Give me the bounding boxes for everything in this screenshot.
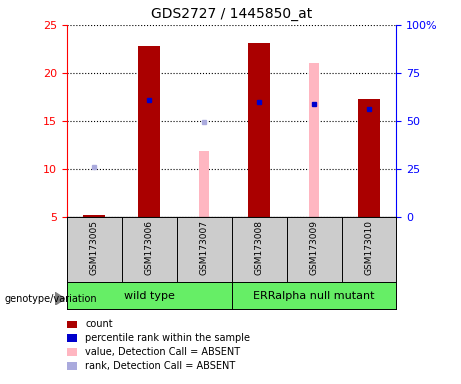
Text: GSM173005: GSM173005 <box>90 220 99 275</box>
Bar <box>248 43 270 217</box>
Text: percentile rank within the sample: percentile rank within the sample <box>85 333 250 343</box>
Bar <box>83 215 105 217</box>
Bar <box>309 63 319 217</box>
Text: count: count <box>85 319 113 329</box>
Text: value, Detection Call = ABSENT: value, Detection Call = ABSENT <box>85 347 240 357</box>
Text: GSM173007: GSM173007 <box>200 220 209 275</box>
Bar <box>199 151 209 217</box>
Text: genotype/variation: genotype/variation <box>5 294 97 304</box>
Text: rank, Detection Call = ABSENT: rank, Detection Call = ABSENT <box>85 361 236 371</box>
Text: GSM173009: GSM173009 <box>309 220 319 275</box>
Title: GDS2727 / 1445850_at: GDS2727 / 1445850_at <box>151 7 312 21</box>
Polygon shape <box>55 292 65 305</box>
Text: ERRalpha null mutant: ERRalpha null mutant <box>253 291 375 301</box>
Text: GSM173008: GSM173008 <box>254 220 264 275</box>
Bar <box>358 99 380 217</box>
Bar <box>138 46 160 217</box>
Text: wild type: wild type <box>124 291 175 301</box>
Text: GSM173010: GSM173010 <box>365 220 373 275</box>
Text: GSM173006: GSM173006 <box>145 220 154 275</box>
